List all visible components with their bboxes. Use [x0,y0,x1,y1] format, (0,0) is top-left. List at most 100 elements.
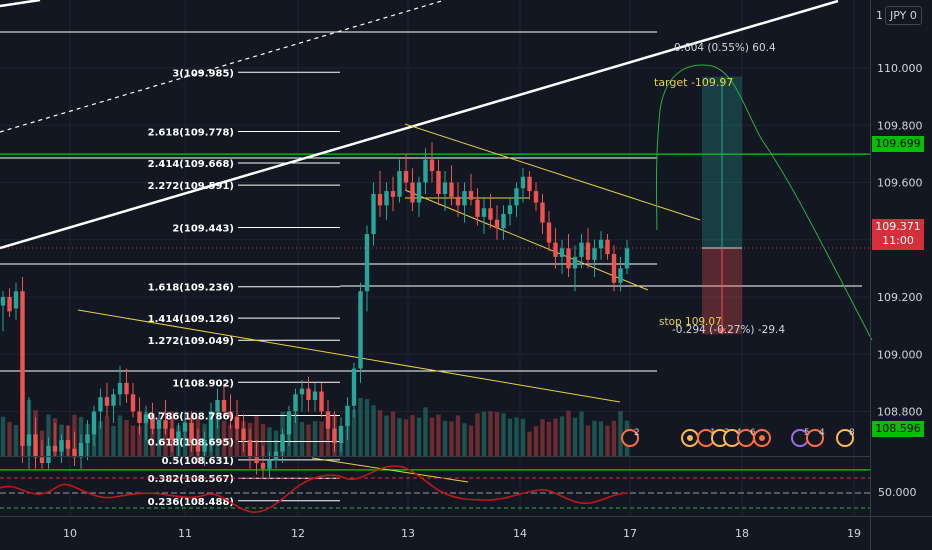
stop-arrowhead [718,328,726,335]
candle-body [104,397,110,406]
volume-bar [514,417,519,456]
volume-bar [13,425,19,456]
volume-bar [533,426,539,456]
candle-body [293,394,298,412]
volume-bar [254,414,259,456]
y-tick-label: 109.200 [877,291,923,304]
volume-bar [410,415,415,456]
candle-body [52,445,58,452]
candle-body [247,440,253,458]
osc-level-label: 50.000 [878,486,917,499]
volume-bar [501,413,506,456]
candle-body [319,391,324,412]
bar-countdown: 11:00 [882,234,914,247]
candle-body [221,400,227,412]
candle-body [91,411,97,435]
volume-bar [592,420,597,456]
fib-label-upper: 1.272(109.049) [148,336,234,347]
stop-label: stop 109.07 [659,316,722,328]
chart-labels: 3(109.985) 2.618(109.778) 2.414(109.668) 2.… [148,68,855,508]
volume-bar [137,426,142,456]
candle-body [527,176,532,192]
candle-body [598,239,604,249]
channel-upper [404,123,701,221]
volume-bar [455,415,461,456]
volume-bar [7,421,12,456]
volume-bar [442,420,448,456]
y-tick-label: 110.000 [877,62,923,75]
volume-bar [449,421,454,456]
event-badge-dot [687,435,693,441]
event-badge-dot [759,435,765,441]
volume-bar [436,414,441,456]
fib-label-upper: 2(109.443) [172,223,234,234]
candle-body [117,382,123,395]
volume-bar [377,410,383,456]
volume-bar [423,407,428,456]
candle-body [566,248,571,269]
currency-tag[interactable]: JPY 0 [885,6,922,25]
volume-bar [358,398,363,456]
candle-body [286,411,292,435]
volume-bar [397,418,402,456]
candle-body [150,414,155,429]
volume-bar [293,412,298,456]
y-tick-label: 109.600 [877,177,923,190]
event-badge-count: 5 [804,428,810,438]
candle-body [397,171,402,197]
volume-bar [111,425,116,456]
volume-bar [416,417,422,456]
volume-bar [488,411,493,456]
candle-body [163,420,168,429]
volume-bar [312,421,318,456]
candle-body [124,382,129,395]
volume-bar [572,417,578,456]
projection-path [655,64,873,341]
candle-body [325,411,331,429]
x-tick-label: 18 [735,527,749,540]
candle-body [273,451,279,461]
candle-body [501,213,506,229]
event-badge-icon [806,429,824,447]
candle-body [455,196,461,206]
fib-label-lower: 0.5(108.631) [162,456,234,467]
candle-body [176,431,181,441]
volume-bar [403,419,409,456]
candle-body [0,297,6,306]
y-tick-label: 108.800 [877,406,923,419]
volume-bar [228,424,233,456]
x-tick-label: 17 [623,527,637,540]
candle-body [137,411,142,423]
osc-line [0,465,629,513]
volume-bar [579,411,584,456]
y-tick-label: 109.000 [877,348,923,361]
candle-body [306,388,311,401]
x-tick-label: 10 [63,527,77,540]
volume-bar [221,420,227,456]
volume-bar [371,405,376,456]
candle-body [78,442,84,458]
candle-body [39,457,45,464]
candle-body [403,171,409,183]
volume-bar [598,421,604,456]
candle-body [299,388,305,395]
candle-body [20,291,25,446]
volume-bar [117,415,123,456]
volume-bar [215,407,220,456]
volume-bar [520,418,526,456]
candle-body [481,208,487,217]
candle-body [475,199,480,217]
candle-body [267,460,272,469]
volume-bar [605,425,610,456]
fib-label-upper: 1.414(109.126) [148,314,234,325]
x-tick-label: 19 [847,527,861,540]
candle-body [65,440,71,449]
candle-body [410,182,415,203]
x-tick-label: 14 [513,527,527,540]
currency-code: JPY [890,9,907,22]
target-stats: 0.604 (0.55%) 60.4 [674,42,776,54]
candle-body [33,434,38,458]
rising-trendline [0,0,839,250]
candle-body [540,202,545,223]
candle-body [423,159,428,183]
